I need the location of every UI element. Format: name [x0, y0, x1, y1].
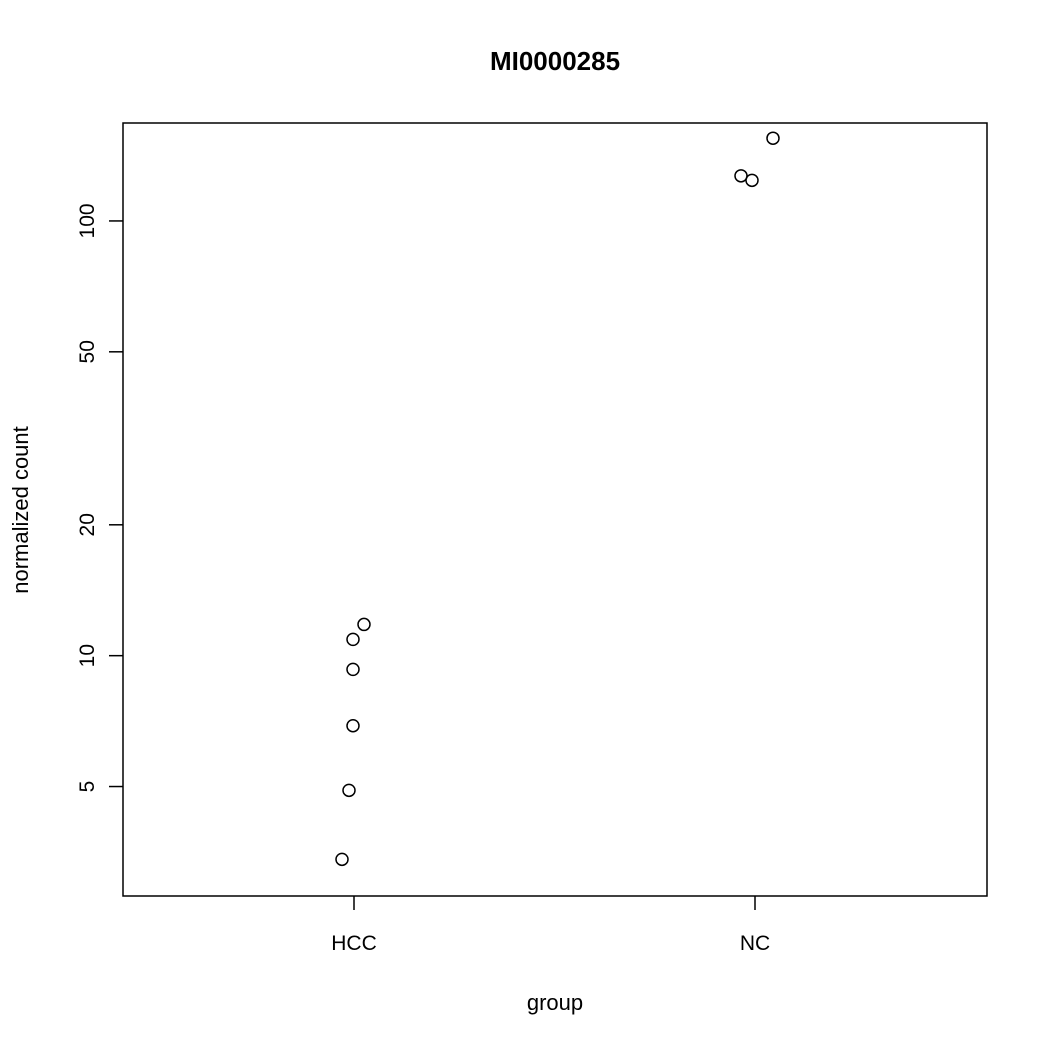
x-axis-label: group	[527, 990, 583, 1015]
x-tick-label: NC	[740, 932, 770, 955]
data-point-hcc	[346, 718, 360, 733]
x-axis: HCC NC	[331, 896, 770, 955]
data-point-nc	[745, 173, 759, 188]
y-tick-label: 100	[76, 203, 99, 238]
data-point-nc	[766, 131, 780, 145]
y-tick-label: 5	[76, 781, 99, 793]
data-point-hcc	[346, 632, 360, 647]
data-point-hcc	[342, 783, 356, 798]
data-point-hcc	[335, 852, 349, 867]
data-point-hcc	[346, 662, 360, 677]
data-point-nc	[734, 169, 748, 183]
plot-area	[122, 122, 988, 897]
y-tick-label: 10	[76, 644, 99, 667]
chart-title: MI0000285	[490, 46, 620, 76]
x-tick-label: HCC	[331, 932, 377, 955]
y-axis: 5 10 20 50 100	[76, 203, 123, 792]
data-points	[335, 131, 780, 867]
y-axis-label: normalized count	[8, 426, 33, 594]
y-tick-label: 20	[76, 513, 99, 536]
y-tick-label: 50	[76, 340, 99, 363]
data-point-hcc	[357, 617, 371, 632]
